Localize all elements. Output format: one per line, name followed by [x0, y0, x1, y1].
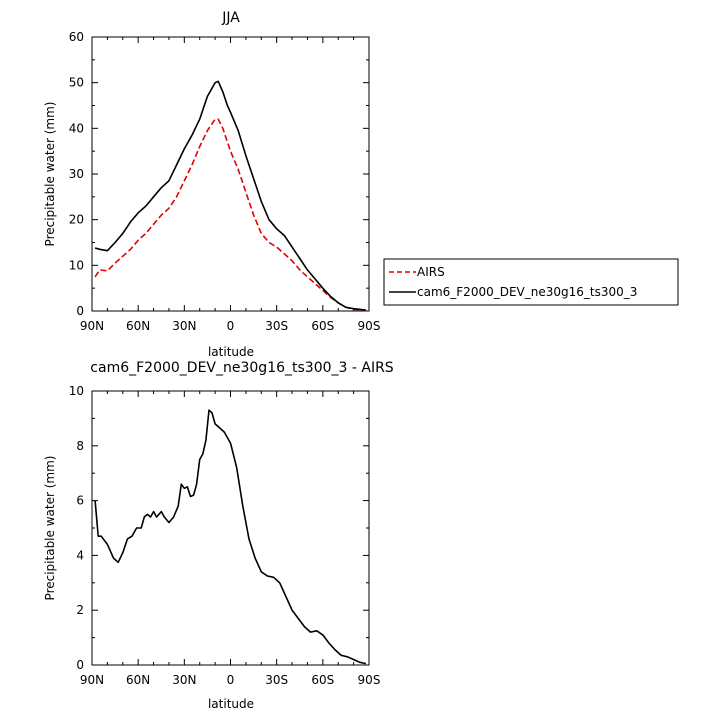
top-ylabel: Precipitable water (mm): [43, 102, 57, 247]
top-title: JJA: [221, 10, 240, 26]
bottom-title: cam6_F2000_DEV_ne30g16_ts300_3 - AIRS: [90, 360, 394, 376]
bottom-panel: cam6_F2000_DEV_ne30g16_ts300_3 - AIRS la…: [43, 360, 394, 711]
top-ticks: 0 10 20 30 40 50 60 90N 60N 30N 0 30S 60S 90S: [69, 30, 381, 333]
top-series: [94, 80, 366, 312]
top-ytick-label: 20: [69, 213, 84, 227]
top-ytick-label: 30: [69, 167, 84, 181]
bottom-series-line-0: [94, 409, 367, 665]
bottom-xlabel: latitude: [208, 697, 254, 711]
top-xtick-label: 90S: [358, 319, 381, 333]
bottom-series: [94, 409, 367, 665]
top-xlabel: latitude: [208, 345, 254, 359]
bottom-ylabel: Precipitable water (mm): [43, 456, 57, 601]
legend: AIRS cam6_F2000_DEV_ne30g16_ts300_3: [383, 258, 679, 306]
top-xtick-label: 0: [227, 319, 235, 333]
bottom-xtick-label: 90S: [358, 673, 381, 687]
bottom-ytick-label: 6: [76, 494, 84, 508]
legend-label-cam6: cam6_F2000_DEV_ne30g16_ts300_3: [417, 285, 637, 299]
bottom-xtick-label: 60N: [126, 673, 150, 687]
bottom-xtick-label: 90N: [80, 673, 104, 687]
top-series-line-0: [94, 118, 366, 312]
bottom-ytick-label: 0: [76, 658, 84, 672]
top-xtick-label: 60S: [311, 319, 334, 333]
bottom-ytick-label: 4: [76, 548, 84, 562]
bottom-ytick-label: 2: [76, 603, 84, 617]
bottom-ticks: 0 2 4 6 8 10 90N 60N 30N 0 30S 60S 90S: [69, 384, 381, 687]
bottom-plot-frame: [91, 390, 370, 666]
top-xtick-label: 30N: [172, 319, 196, 333]
top-ytick-label: 40: [69, 121, 84, 135]
top-ytick-label: 10: [69, 258, 84, 272]
top-xtick-label: 60N: [126, 319, 150, 333]
top-series-line-1: [94, 80, 366, 311]
top-ytick-label: 60: [69, 30, 84, 44]
top-xtick-label: 90N: [80, 319, 104, 333]
top-plot-frame: [91, 36, 370, 312]
bottom-xtick-label: 30N: [172, 673, 196, 687]
legend-label-airs: AIRS: [417, 265, 445, 279]
top-panel: JJA latitude Precipitable water (mm) 0 10…: [43, 10, 380, 359]
bottom-xtick-label: 30S: [265, 673, 288, 687]
top-ytick-label: 0: [76, 304, 84, 318]
bottom-ytick-label: 10: [69, 384, 84, 398]
top-xtick-label: 30S: [265, 319, 288, 333]
top-ytick-label: 50: [69, 76, 84, 90]
bottom-xtick-label: 0: [227, 673, 235, 687]
bottom-ytick-label: 8: [76, 439, 84, 453]
legend-box: [383, 258, 679, 306]
bottom-xtick-label: 60S: [311, 673, 334, 687]
